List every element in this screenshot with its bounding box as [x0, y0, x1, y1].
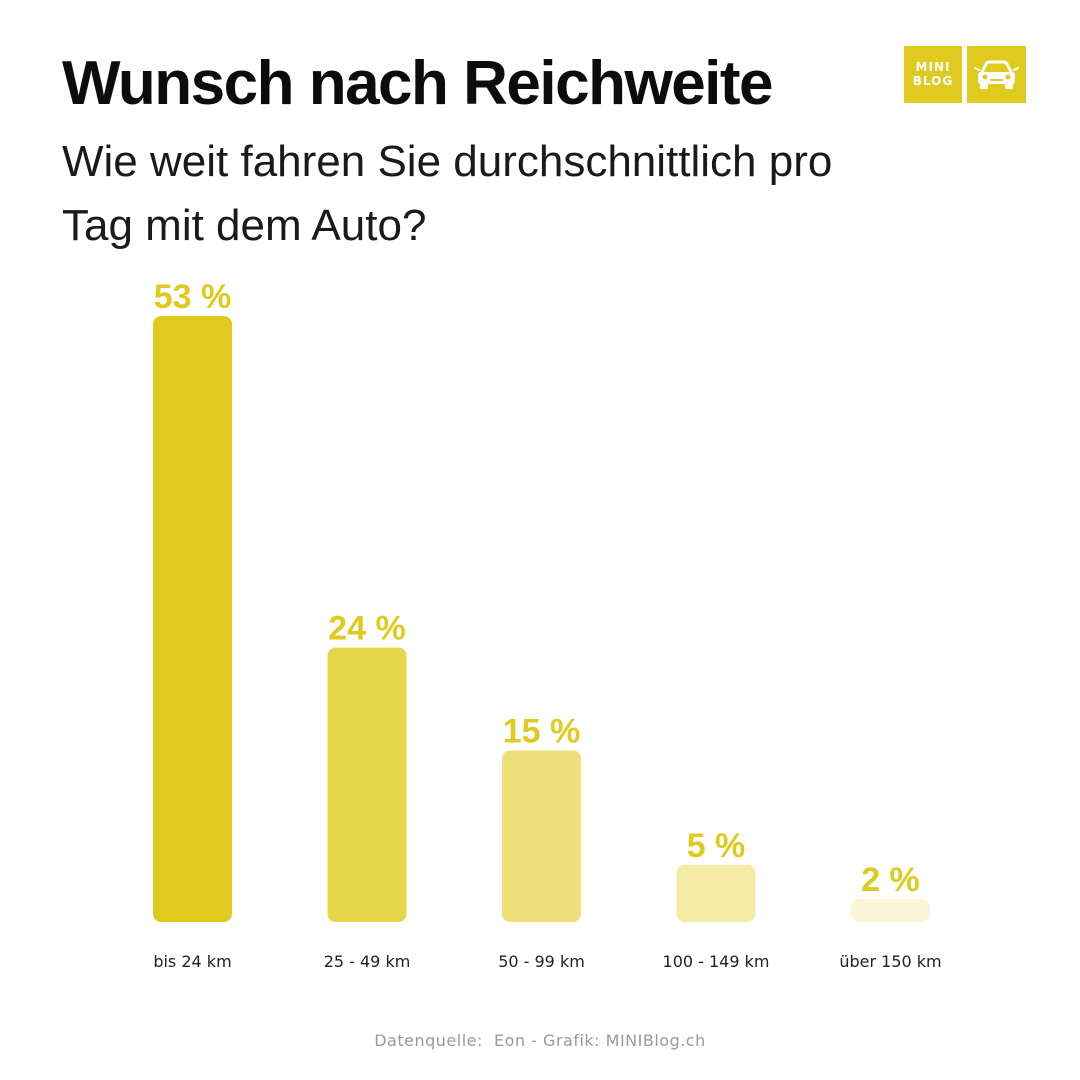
bar-value-label-2: 24 % — [328, 610, 406, 648]
category-label-5: über 150 km — [839, 952, 941, 971]
bar-value-label-5: 2 % — [861, 861, 920, 899]
bar-chart: 53 % bis 24 km 24 % 25 - 49 km 15 % 50 - 99 k… — [153, 278, 942, 971]
logo-wordmark: MINI BLOG — [904, 46, 962, 103]
bar-1 — [153, 316, 232, 922]
bar-value-label-3: 15 % — [503, 712, 581, 750]
chart-subtitle: Wie weit fahren Sie durchschnittlich pro… — [62, 137, 833, 250]
logo-line-mini: MINI — [915, 60, 951, 74]
logo-line-blog: BLOG — [912, 74, 954, 88]
source-credit: Datenquelle: Eon - Grafik: MINIBlog.ch — [374, 1031, 706, 1050]
bar-value-label-4: 5 % — [687, 827, 746, 865]
car-icon — [967, 46, 1026, 103]
category-label-3: 50 - 99 km — [498, 952, 585, 971]
category-label-1: bis 24 km — [153, 952, 231, 971]
bar-4 — [676, 864, 756, 922]
category-label-2: 25 - 49 km — [324, 952, 411, 971]
bar-value-label-1: 53 % — [154, 278, 232, 316]
bar-3 — [502, 750, 581, 922]
bar-5 — [851, 899, 930, 922]
category-label-4: 100 - 149 km — [663, 952, 770, 971]
bar-2 — [327, 647, 407, 922]
miniblog-logo[interactable]: MINI BLOG — [904, 46, 1026, 103]
chart-title: Wunsch nach Reichweite — [62, 49, 774, 118]
